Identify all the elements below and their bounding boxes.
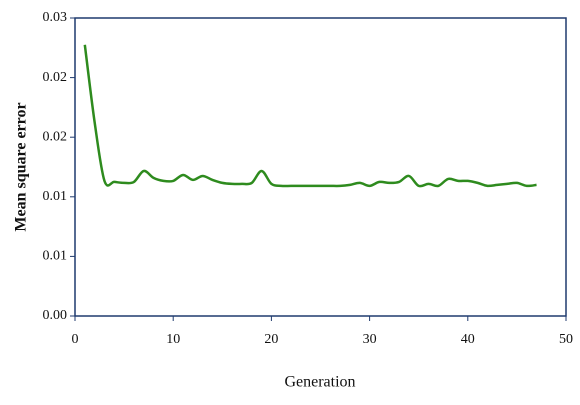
y-tick-label: 0.01 (43, 189, 68, 204)
x-tick-label: 30 (363, 332, 377, 347)
x-tick-label: 0 (72, 332, 79, 347)
y-tick-label: 0.02 (43, 70, 68, 85)
y-axis-title: Mean square error (13, 102, 30, 231)
plot-frame (74, 17, 567, 317)
x-tick-label: 50 (559, 332, 573, 347)
y-tick-label: 0.00 (43, 308, 68, 323)
y-tick-label: 0.03 (43, 10, 68, 25)
x-tick-label: 10 (166, 332, 180, 347)
x-tick-label: 20 (264, 332, 278, 347)
data-line (83, 44, 537, 188)
y-tick-label: 0.02 (43, 129, 68, 144)
y-tick-label: 0.01 (43, 249, 68, 264)
x-tick-label: 40 (461, 332, 475, 347)
x-axis-title: Generation (284, 374, 355, 391)
